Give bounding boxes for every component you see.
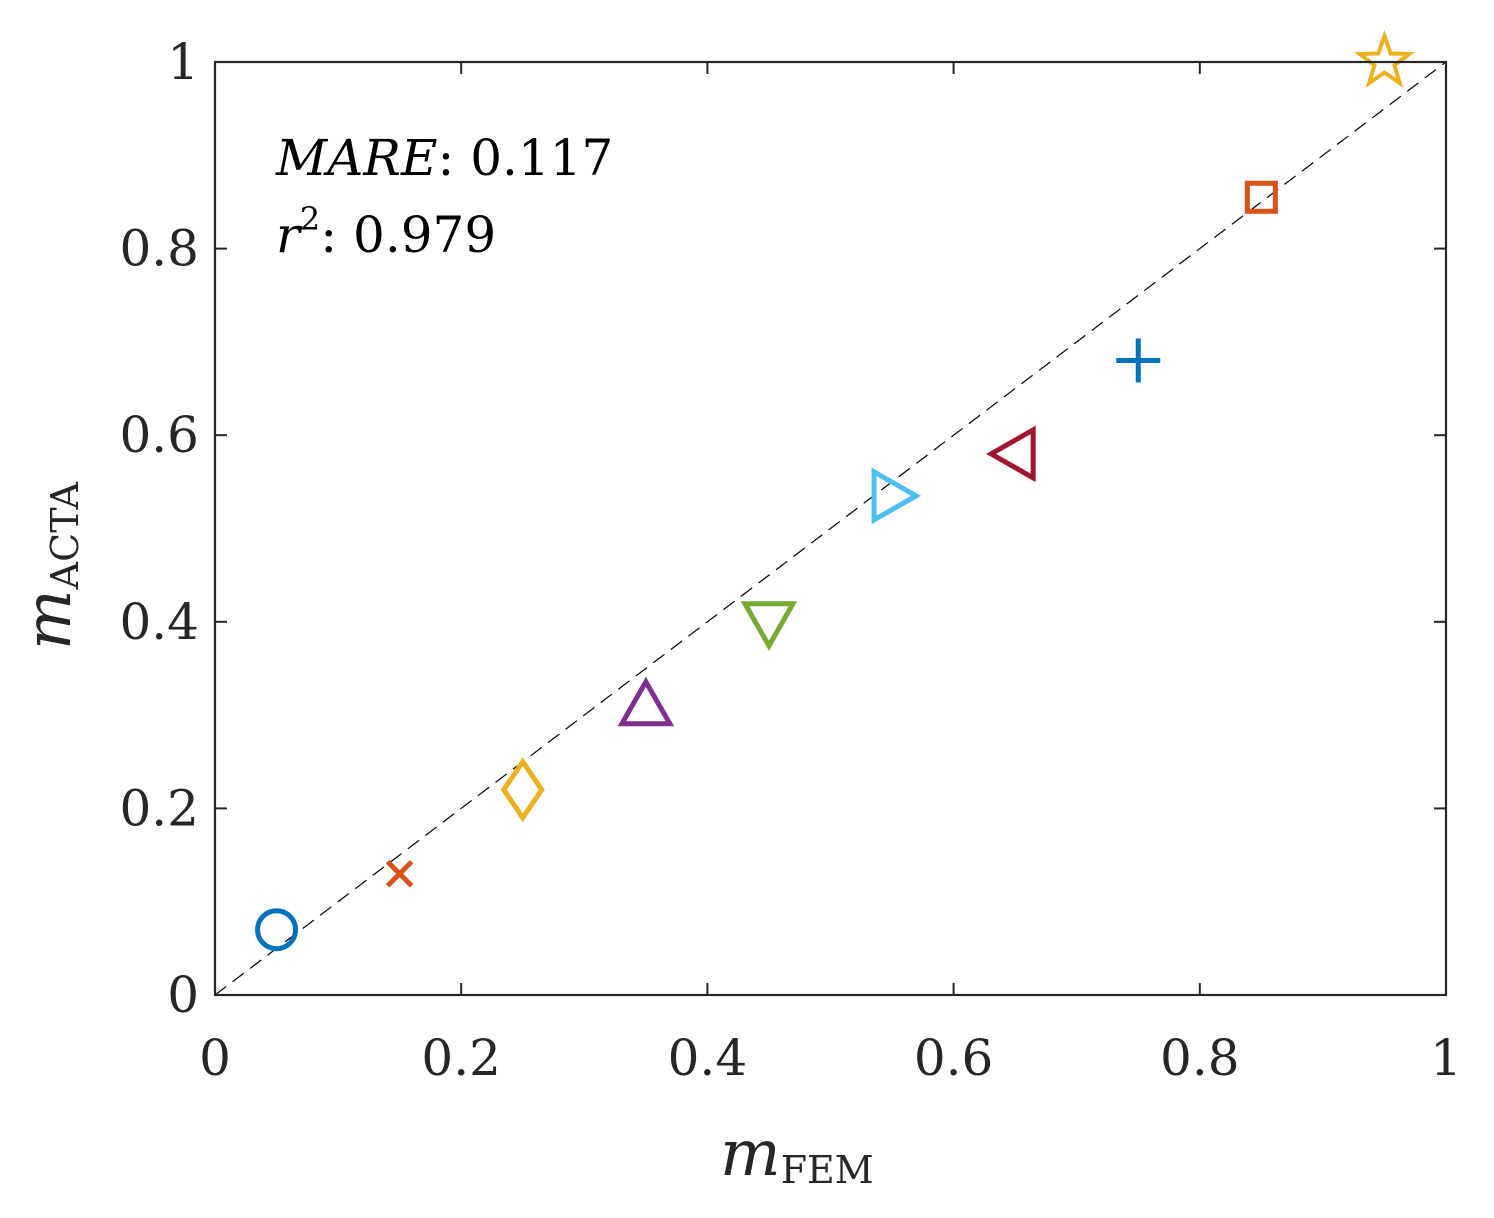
- data-point-triangle-left: [986, 425, 1036, 483]
- x-axis-label-sub: FEM: [781, 1148, 874, 1192]
- r2-annotation: r2: 0.979: [276, 200, 496, 264]
- axes-frame: [213, 60, 1448, 997]
- data-point-circle: [255, 908, 299, 952]
- y-tick-label: 0.4: [119, 593, 199, 651]
- axes-box: [213, 60, 1448, 997]
- y-tick-label: 0.8: [119, 220, 199, 278]
- y-tick-label: 0.2: [119, 779, 199, 837]
- r2-superscript: 2: [300, 200, 320, 238]
- data-point-triangle-right: [871, 467, 922, 525]
- data-point-square: [1244, 180, 1278, 214]
- y-tick-label: 0.6: [119, 406, 199, 464]
- x-tick-label: 0.2: [421, 1029, 501, 1087]
- y-tick-label: 1: [167, 33, 199, 91]
- data-point-diamond: [500, 757, 545, 823]
- x-tick-label: 0.8: [1160, 1029, 1240, 1087]
- data-point-triangle-down: [740, 601, 798, 651]
- data-point-star: [1353, 29, 1415, 88]
- x-tick-label: 0: [199, 1029, 231, 1087]
- tick-labels: 0 0.2 0.4 0.6 0.8 1 0 0.2 0.4 0.6 0.8 1: [119, 33, 1461, 1087]
- y-axis-label-sub: ACTA: [43, 482, 87, 591]
- ticks: [214, 61, 1447, 996]
- mare-annotation: MARE: 0.117: [275, 129, 613, 187]
- data-point-x: [385, 859, 414, 888]
- r2-label: r: [276, 206, 303, 264]
- x-axis-label-main: m: [720, 1117, 781, 1191]
- y-axis-label-main: m: [12, 589, 86, 650]
- x-tick-label: 1: [1430, 1029, 1462, 1087]
- data-point-triangle-up: [617, 676, 675, 727]
- data-point-plus: [1116, 338, 1161, 383]
- mare-label: MARE: [275, 129, 437, 187]
- x-axis-label: mFEM: [720, 1117, 874, 1192]
- y-axis-label: mACTA: [12, 482, 87, 650]
- data-points: [255, 29, 1415, 952]
- mare-value: : 0.117: [437, 129, 613, 187]
- reference-line-group: [214, 61, 1447, 996]
- reference-line: [214, 61, 1447, 996]
- x-tick-label: 0.6: [914, 1029, 994, 1087]
- r2-value: : 0.979: [320, 206, 496, 264]
- x-tick-label: 0.4: [668, 1029, 748, 1087]
- y-tick-label: 0: [167, 966, 199, 1024]
